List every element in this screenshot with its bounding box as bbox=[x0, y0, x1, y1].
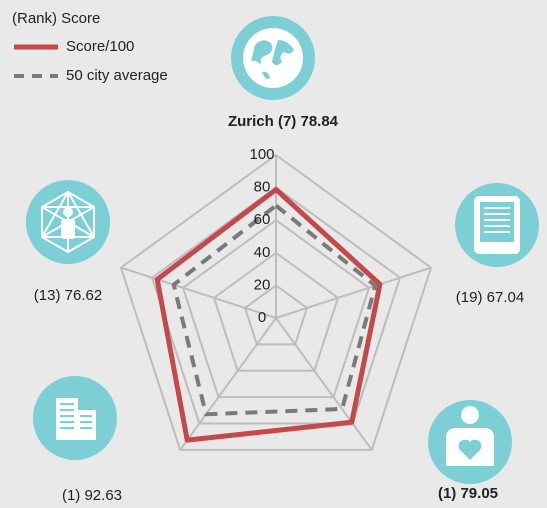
r-tick-label: 40 bbox=[254, 244, 271, 261]
icon-network bbox=[26, 180, 110, 264]
axis-label: Zurich (7) 78.84 bbox=[228, 113, 339, 130]
grid-ring bbox=[181, 218, 371, 399]
spoke bbox=[179, 317, 277, 451]
r-tick-label: 80 bbox=[254, 179, 271, 196]
axis-label: (13) 76.62 bbox=[34, 287, 102, 304]
icon-tablet bbox=[455, 183, 539, 267]
icon-globe bbox=[231, 16, 315, 100]
axis-label: (1) 92.63 bbox=[62, 487, 122, 504]
grid-ring bbox=[150, 186, 402, 425]
r-tick-label: 60 bbox=[254, 211, 271, 228]
r-tick-label: 0 bbox=[258, 309, 266, 326]
icon-buildings bbox=[33, 376, 117, 460]
series-line bbox=[154, 186, 383, 443]
axis-label: (19) 67.04 bbox=[456, 289, 524, 306]
axis-label: (1) 79.05 bbox=[438, 485, 498, 502]
grid-ring bbox=[243, 284, 309, 346]
r-tick-label: 20 bbox=[254, 276, 271, 293]
grid-ring bbox=[212, 251, 340, 372]
legend-label: Score/100 bbox=[66, 38, 134, 55]
series-line bbox=[171, 203, 378, 417]
icon-heart bbox=[428, 400, 512, 484]
spoke bbox=[275, 317, 373, 451]
spoke bbox=[120, 266, 277, 319]
spoke bbox=[275, 266, 432, 319]
r-tick-label: 100 bbox=[249, 146, 274, 163]
legend-title: (Rank) Score bbox=[12, 10, 100, 27]
grid-ring bbox=[119, 153, 433, 451]
legend-label: 50 city average bbox=[66, 67, 168, 84]
